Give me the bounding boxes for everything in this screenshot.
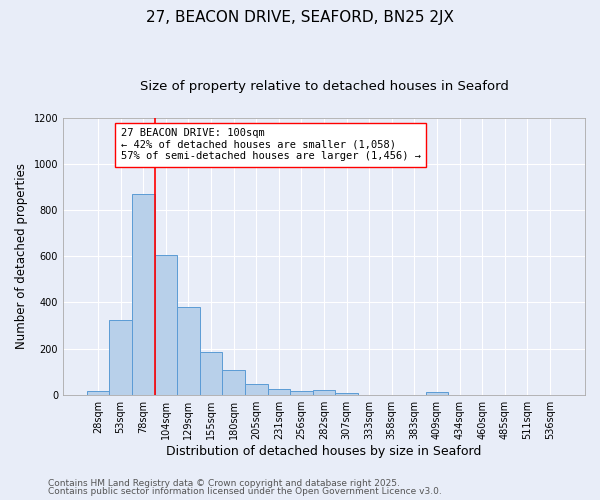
Bar bbox=[335, 393, 358, 394]
Bar bbox=[426, 392, 448, 394]
Bar bbox=[132, 194, 155, 394]
Text: Contains public sector information licensed under the Open Government Licence v3: Contains public sector information licen… bbox=[48, 487, 442, 496]
Bar bbox=[109, 320, 132, 394]
Bar bbox=[268, 389, 290, 394]
X-axis label: Distribution of detached houses by size in Seaford: Distribution of detached houses by size … bbox=[166, 444, 482, 458]
Y-axis label: Number of detached properties: Number of detached properties bbox=[15, 163, 28, 349]
Bar bbox=[87, 391, 109, 394]
Bar bbox=[177, 307, 200, 394]
Bar bbox=[245, 384, 268, 394]
Text: Contains HM Land Registry data © Crown copyright and database right 2025.: Contains HM Land Registry data © Crown c… bbox=[48, 478, 400, 488]
Bar bbox=[223, 370, 245, 394]
Bar bbox=[313, 390, 335, 394]
Title: Size of property relative to detached houses in Seaford: Size of property relative to detached ho… bbox=[140, 80, 508, 93]
Bar bbox=[290, 390, 313, 394]
Bar bbox=[155, 255, 177, 394]
Text: 27, BEACON DRIVE, SEAFORD, BN25 2JX: 27, BEACON DRIVE, SEAFORD, BN25 2JX bbox=[146, 10, 454, 25]
Bar bbox=[200, 352, 223, 395]
Text: 27 BEACON DRIVE: 100sqm
← 42% of detached houses are smaller (1,058)
57% of semi: 27 BEACON DRIVE: 100sqm ← 42% of detache… bbox=[121, 128, 421, 162]
